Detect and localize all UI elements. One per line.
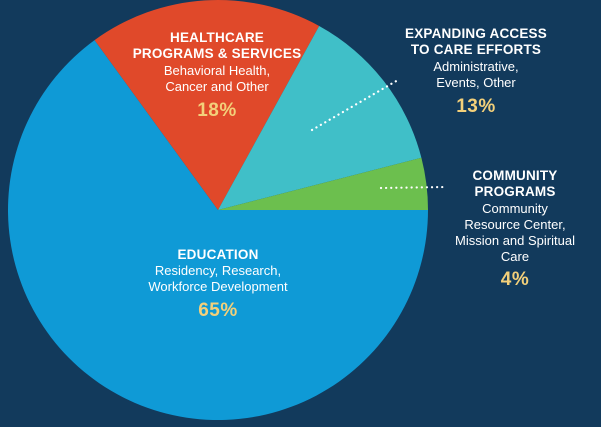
- access-category-line1: EXPANDING ACCESS: [405, 26, 547, 41]
- education-detail-line1: Residency, Research,: [154, 263, 282, 279]
- leader-lines: [310, 78, 448, 190]
- label-expanding-access: EXPANDING ACCESS TO CARE EFFORTS Adminis…: [378, 26, 574, 118]
- community-detail-line1: Community: [482, 200, 548, 216]
- label-healthcare: HEALTHCARE PROGRAMS & SERVICES Behaviora…: [112, 30, 322, 122]
- community-detail-line2: Resource Center,: [464, 216, 566, 232]
- access-detail-line2: Events, Other: [436, 74, 516, 90]
- community-category-line1: COMMUNITY: [472, 168, 558, 183]
- community-detail-line4: Care: [500, 248, 530, 264]
- slice-expanding-access: [218, 25, 422, 211]
- education-percent: 65%: [198, 300, 238, 322]
- healthcare-detail-line2: Cancer and Other: [165, 78, 269, 94]
- access-detail-line1: Administrative,: [433, 58, 519, 74]
- healthcare-percent: 18%: [197, 99, 237, 121]
- label-community-programs: COMMUNITY PROGRAMS Community Resource Ce…: [440, 168, 590, 292]
- access-percent: 13%: [456, 95, 496, 117]
- healthcare-category-line2: PROGRAMS & SERVICES: [132, 46, 302, 62]
- slice-healthcare: [94, 0, 320, 211]
- label-education: EDUCATION Residency, Research, Workforce…: [118, 247, 318, 322]
- slice-community-programs: [218, 157, 428, 210]
- education-detail-line2: Workforce Development: [148, 279, 288, 295]
- community-percent: 4%: [500, 269, 530, 291]
- slice-education: [7, 40, 429, 421]
- education-category: EDUCATION: [177, 247, 259, 262]
- community-detail-line3: Mission and Spiritual: [455, 232, 575, 248]
- access-category-line2: TO CARE EFFORTS: [410, 42, 542, 58]
- leader-line-community: [379, 185, 448, 190]
- pie-slices: [7, 0, 429, 421]
- community-category-line2: PROGRAMS: [474, 184, 556, 200]
- healthcare-detail-line1: Behavioral Health,: [163, 62, 271, 78]
- healthcare-category-line1: HEALTHCARE: [170, 30, 264, 45]
